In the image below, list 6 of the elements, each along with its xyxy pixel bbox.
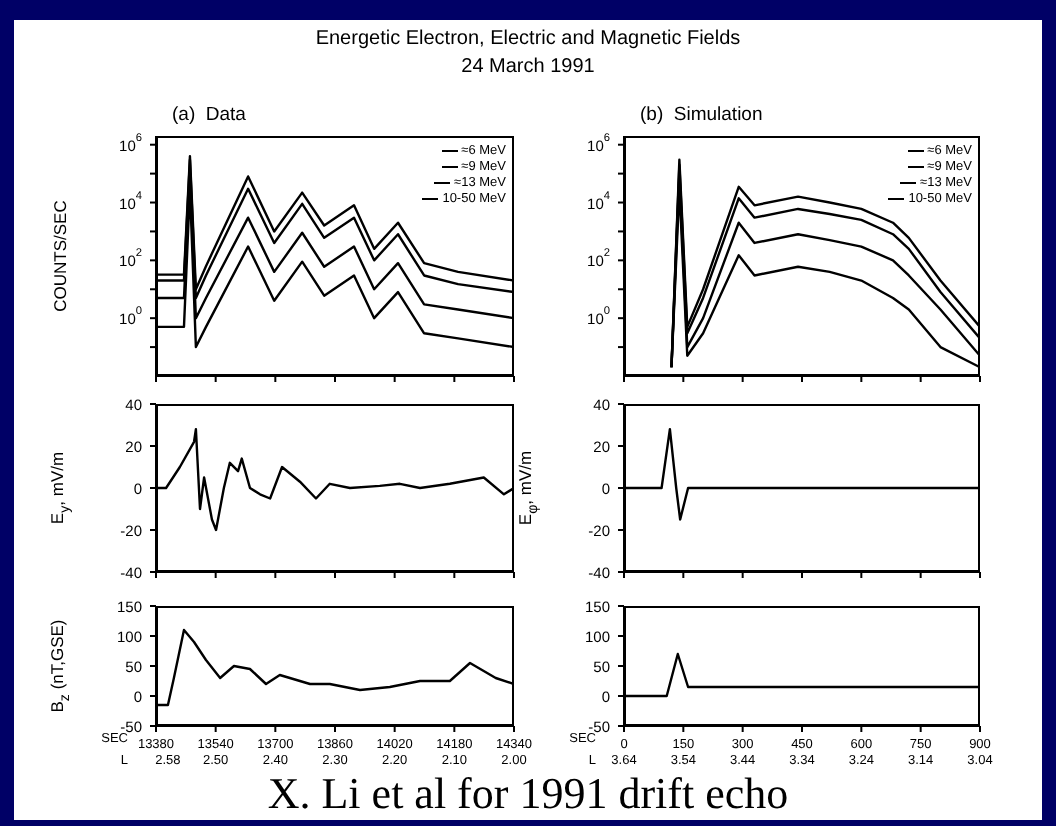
text: Energetic Electron, Electric and Magnetic Fields [313, 28, 743, 50]
chart-title: (a) Data [172, 104, 246, 126]
text: X. Li et al for 1991 drift echo [265, 768, 791, 820]
text: 24 March 1991 [459, 56, 597, 78]
chart-title: (b) Simulation [640, 104, 763, 126]
y-axis-title: COUNTS/SEC [50, 200, 70, 312]
